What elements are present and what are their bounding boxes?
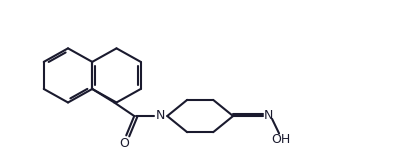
Text: OH: OH — [271, 133, 291, 146]
Text: N: N — [264, 109, 273, 122]
Text: O: O — [119, 137, 129, 150]
Text: N: N — [156, 109, 165, 122]
